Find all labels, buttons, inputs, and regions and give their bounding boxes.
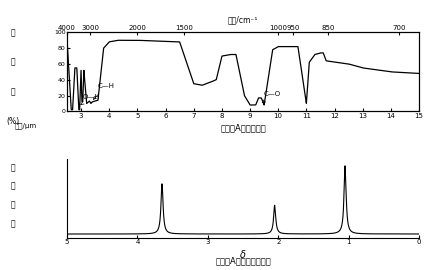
- Text: O—H: O—H: [81, 94, 100, 105]
- Text: 率: 率: [11, 87, 15, 96]
- Text: 强: 强: [11, 201, 15, 210]
- Text: 透: 透: [11, 28, 15, 37]
- Text: 过: 过: [11, 58, 15, 67]
- Text: (%): (%): [6, 117, 19, 126]
- Text: 吸: 吸: [11, 163, 15, 172]
- Text: C—O: C—O: [263, 91, 281, 103]
- Text: 波长/μm: 波长/μm: [15, 123, 37, 129]
- Text: 收: 收: [11, 182, 15, 191]
- X-axis label: 未知物A的红外光谱: 未知物A的红外光谱: [220, 123, 266, 132]
- Text: C—H: C—H: [93, 83, 115, 99]
- X-axis label: 波数/cm⁻¹: 波数/cm⁻¹: [228, 15, 258, 24]
- Text: δ: δ: [240, 250, 246, 260]
- X-axis label: 未知物A的核磁共振氢谱: 未知物A的核磁共振氢谱: [215, 256, 271, 265]
- Text: 度: 度: [11, 220, 15, 229]
